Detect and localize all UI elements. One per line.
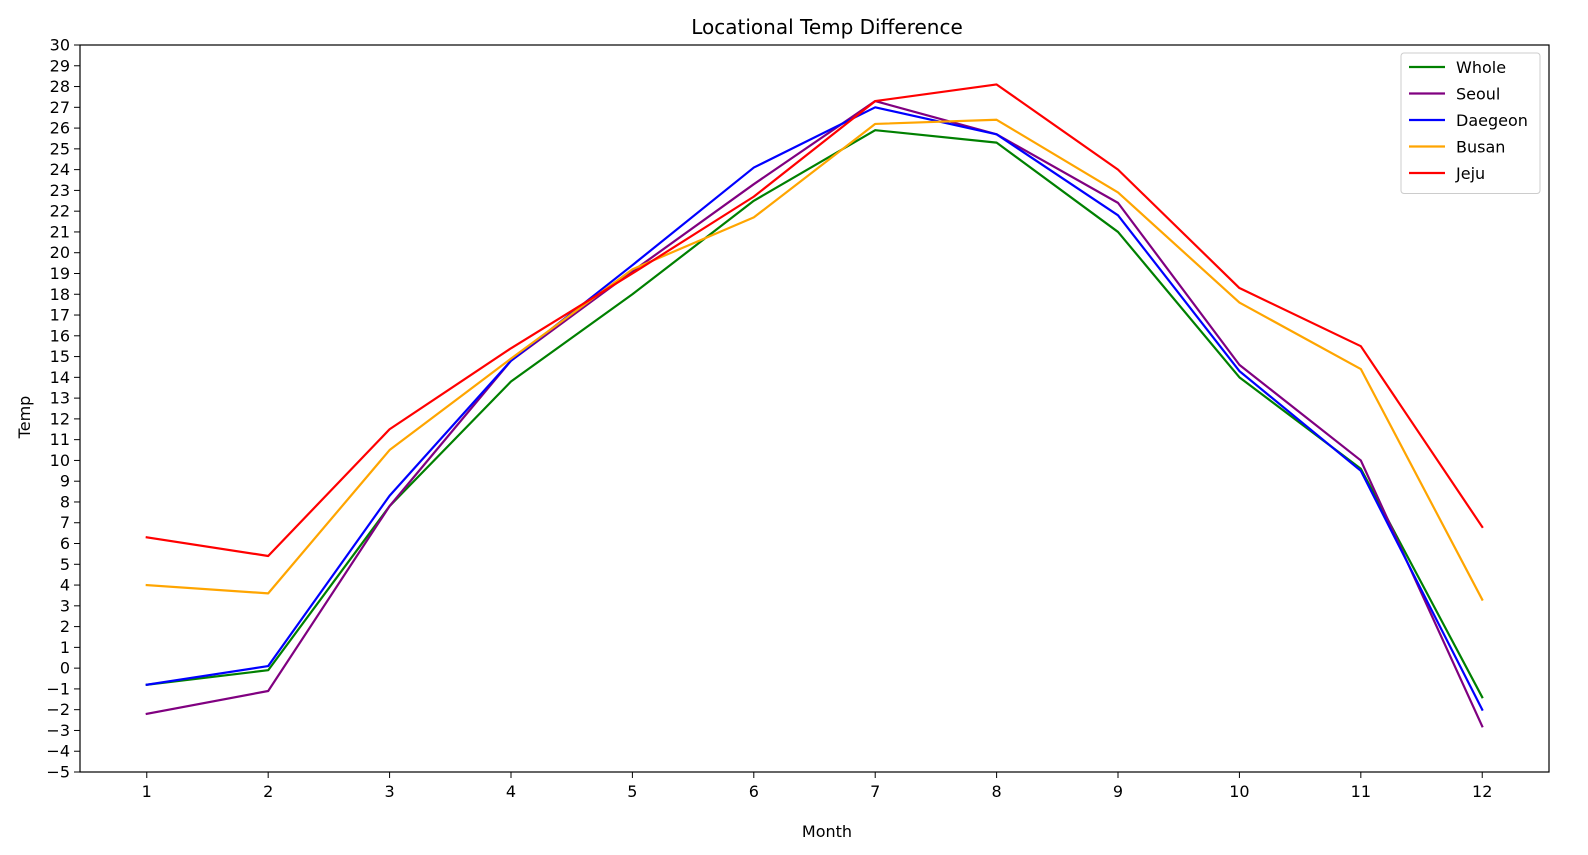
y-tick-label: 21 — [50, 222, 70, 241]
x-tick-label: 11 — [1351, 782, 1371, 801]
legend-label-whole: Whole — [1456, 58, 1506, 77]
y-tick-label: 1 — [60, 638, 70, 657]
plot-area: 1 2 3 4 5 6 7 8 9 10 11 12−5−4−3−2−1012345678910111… — [46, 36, 1550, 801]
x-tick-label: 2 — [263, 782, 273, 801]
x-tick-label: 1 — [142, 782, 152, 801]
x-tick-label: 8 — [992, 782, 1002, 801]
y-tick-label: 14 — [50, 368, 70, 387]
y-tick-label: 29 — [50, 56, 70, 75]
y-tick-label: 9 — [60, 472, 70, 491]
y-tick-label: 27 — [50, 98, 70, 117]
x-tick-label: 3 — [384, 782, 394, 801]
y-tick-label: 8 — [60, 492, 70, 511]
y-tick-label: 19 — [50, 264, 70, 283]
x-tick-label: 7 — [870, 782, 880, 801]
y-tick-label: 3 — [60, 596, 70, 615]
legend-label-daegeon: Daegeon — [1456, 111, 1528, 130]
plot-frame — [79, 44, 1550, 773]
y-tick-label: 20 — [50, 243, 70, 262]
y-tick-label: 2 — [60, 617, 70, 636]
y-tick-label: −5 — [46, 763, 70, 782]
x-tick-label: 12 — [1472, 782, 1492, 801]
y-tick-label: 25 — [50, 139, 70, 158]
y-tick-label: 23 — [50, 181, 70, 200]
y-tick-label: 4 — [60, 576, 70, 595]
y-tick-label: 0 — [60, 659, 70, 678]
x-tick-label: 5 — [627, 782, 637, 801]
y-tick-label: −3 — [46, 721, 70, 740]
y-tick-label: 15 — [50, 347, 70, 366]
x-tick-label: 6 — [749, 782, 759, 801]
y-tick-label: 10 — [50, 451, 70, 470]
legend-label-seoul: Seoul — [1456, 85, 1500, 104]
y-tick-label: 11 — [50, 430, 70, 449]
y-tick-label: 26 — [50, 119, 70, 138]
y-tick-label: 13 — [50, 389, 70, 408]
y-tick-label: 12 — [50, 409, 70, 428]
y-tick-label: −2 — [46, 700, 70, 719]
y-tick-label: 18 — [50, 285, 70, 304]
chart-title: Locational Temp Difference — [691, 15, 963, 39]
series-line-seoul — [145, 99, 1484, 728]
y-tick-label: 16 — [50, 326, 70, 345]
legend-label-busan: Busan — [1456, 138, 1505, 157]
series-line-daegeon — [145, 106, 1484, 712]
y-tick-label: 28 — [50, 77, 70, 96]
x-axis-title: Month — [802, 822, 852, 841]
series-line-busan — [145, 118, 1484, 602]
legend: Whole Seoul Daegeon Busan Jeju — [1400, 52, 1541, 194]
y-tick-label: −1 — [46, 679, 70, 698]
legend-box — [1400, 52, 1541, 194]
y-tick-label: 7 — [60, 513, 70, 532]
y-tick-label: 6 — [60, 534, 70, 553]
y-axis-title: Temp — [15, 396, 34, 440]
y-tick-label: 30 — [50, 36, 70, 55]
y-tick-label: −4 — [46, 742, 70, 761]
x-tick-label: 10 — [1229, 782, 1249, 801]
y-tick-label: 22 — [50, 202, 70, 221]
series-line-jeju — [145, 83, 1484, 558]
y-tick-label: 17 — [50, 306, 70, 325]
y-tick-label: 5 — [60, 555, 70, 574]
series-line-whole — [145, 129, 1484, 699]
x-tick-label: 9 — [1113, 782, 1123, 801]
x-tick-label: 4 — [506, 782, 516, 801]
legend-label-jeju: Jeju — [1455, 164, 1485, 183]
y-tick-label: 24 — [50, 160, 70, 179]
